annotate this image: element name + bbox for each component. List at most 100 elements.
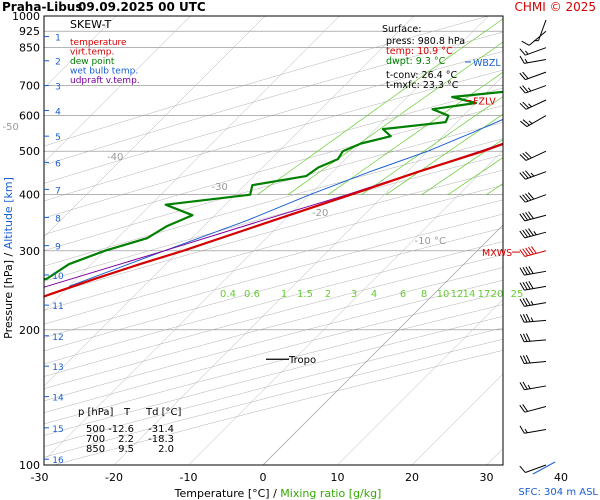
isotherm: [561, 16, 600, 465]
wind-barb-feather: [522, 194, 529, 202]
wind-barb-feather: [519, 314, 525, 323]
altitude-tick-label: 5: [55, 133, 61, 143]
altitude-tick-label: 16: [52, 456, 64, 466]
y-axis-title: Pressure [hPa] / Altitude [km]: [2, 177, 15, 339]
pressure-tick-label: 500: [19, 145, 40, 158]
temperature-tick-label: 10: [331, 471, 345, 484]
wind-barb-feather: [528, 265, 534, 274]
surface-dwpt: dwpt: 9.3 °C: [386, 56, 446, 67]
mixing-ratio-line: [287, 41, 503, 195]
profile-updraft: [44, 142, 503, 288]
chart-title: SKEW-T: [70, 18, 112, 31]
mixing-ratio-label: 10: [437, 289, 450, 300]
dry-adiabat: [44, 105, 503, 235]
wind-barb-feather: [522, 171, 529, 179]
wind-barb-feather: [528, 246, 534, 255]
wind-barb-feather: [525, 297, 531, 306]
mixing-ratio-line: [515, 16, 600, 195]
isotherm: [44, 16, 191, 163]
wind-barb: [519, 246, 547, 257]
wind-barb-halffeather: [533, 231, 537, 236]
wind-barb-feather: [522, 267, 528, 275]
wind-barb: [519, 211, 547, 222]
mixing-ratio-label: 20: [491, 289, 504, 300]
wind-barb-staff: [524, 270, 547, 276]
wind-barb-staff: [524, 285, 547, 291]
wind-barb-feather: [525, 212, 531, 220]
temperature-tick-label: 30: [480, 471, 494, 484]
wind-barb-staff: [538, 19, 547, 41]
wind-barb-feather: [522, 152, 530, 160]
isotherm: [44, 16, 340, 312]
table-cell: -18.3: [148, 434, 174, 445]
temperature-tick-label: -30: [31, 471, 49, 484]
dry-adiabat: [44, 241, 503, 365]
dry-adiabat: [44, 69, 503, 202]
surface-temp: temp: 10.9 °C: [386, 46, 453, 57]
table-cell: -12.6: [108, 424, 134, 435]
dry-adiabat: [44, 16, 489, 147]
wind-barb-feather: [522, 355, 528, 364]
wind-barb: [519, 228, 547, 239]
wind-barb-feather: [525, 281, 531, 290]
mixing-ratio-label: 14: [463, 289, 476, 300]
wind-barb-feather: [528, 228, 534, 236]
isotherm: [337, 299, 503, 465]
wind-barb-halffeather: [530, 317, 534, 322]
pressure-tick-label: 300: [19, 245, 40, 258]
isotherm-label: -40: [107, 152, 123, 163]
wind-barb-feather: [527, 192, 535, 200]
wind-barb-feather: [519, 86, 526, 94]
wind-barb-halffeather: [528, 120, 533, 124]
mixing-ratio-line: [556, 16, 600, 195]
wind-barb-staff: [524, 59, 547, 64]
dry-adiabat: [44, 169, 503, 297]
wind-barb-feather: [522, 212, 529, 221]
wind-barb-feather: [528, 211, 534, 219]
wind-barb-feather: [525, 333, 531, 342]
wind-barb-staff: [525, 85, 547, 94]
dry-adiabat: [44, 199, 503, 325]
dry-adiabat: [44, 31, 503, 166]
mixing-ratio-label: 3: [351, 289, 357, 300]
dry-adiabat: [44, 87, 503, 219]
wind-barb: [519, 354, 547, 364]
wind-barb: [519, 333, 547, 343]
wind-barb-feather: [519, 102, 527, 110]
wind-barb-feather: [525, 151, 532, 159]
mixing-ratio-line: [257, 18, 503, 195]
wind-barb-staff: [528, 30, 547, 46]
wind-barb: [519, 99, 547, 110]
wind-barb-feather: [522, 85, 529, 93]
wind-barb-staff: [525, 194, 547, 203]
isotherm-label: -30: [212, 182, 228, 193]
mixing-ratio-label: 25: [511, 289, 524, 300]
isotherm: [486, 448, 503, 465]
wind-barb-halffeather: [524, 58, 528, 64]
altitude-tick-label: 8: [55, 214, 61, 224]
mixing-ratio-label: 8: [421, 289, 427, 300]
wind-barb-staff: [525, 99, 547, 110]
dry-adiabat: [44, 122, 503, 251]
wind-barb-feather: [528, 280, 534, 289]
dry-adiabat: [44, 227, 503, 352]
isotherm: [113, 75, 503, 465]
wind-barb-staff: [526, 115, 547, 128]
mixing-ratio-label: 1: [281, 289, 287, 300]
legend-updraft: udpraft v.temp.: [70, 76, 140, 86]
wind-barb-feather: [522, 381, 528, 390]
surface-title: Surface:: [382, 24, 421, 35]
wind-barb-feather: [521, 40, 530, 46]
wind-barb-feather: [519, 355, 525, 364]
altitude-tick-label: 1: [55, 34, 61, 44]
table-cell: 9.5: [118, 444, 134, 455]
temperature-tick-label: -10: [180, 471, 198, 484]
wind-barb-feather: [525, 247, 531, 256]
wind-barb-staff: [524, 405, 547, 413]
wind-barb: [519, 464, 547, 473]
mixing-ratio-label: 4: [371, 289, 377, 300]
wind-barb-feather: [519, 282, 525, 291]
wind-barb-feather: [519, 267, 525, 276]
wind-barb-feather: [522, 404, 529, 412]
